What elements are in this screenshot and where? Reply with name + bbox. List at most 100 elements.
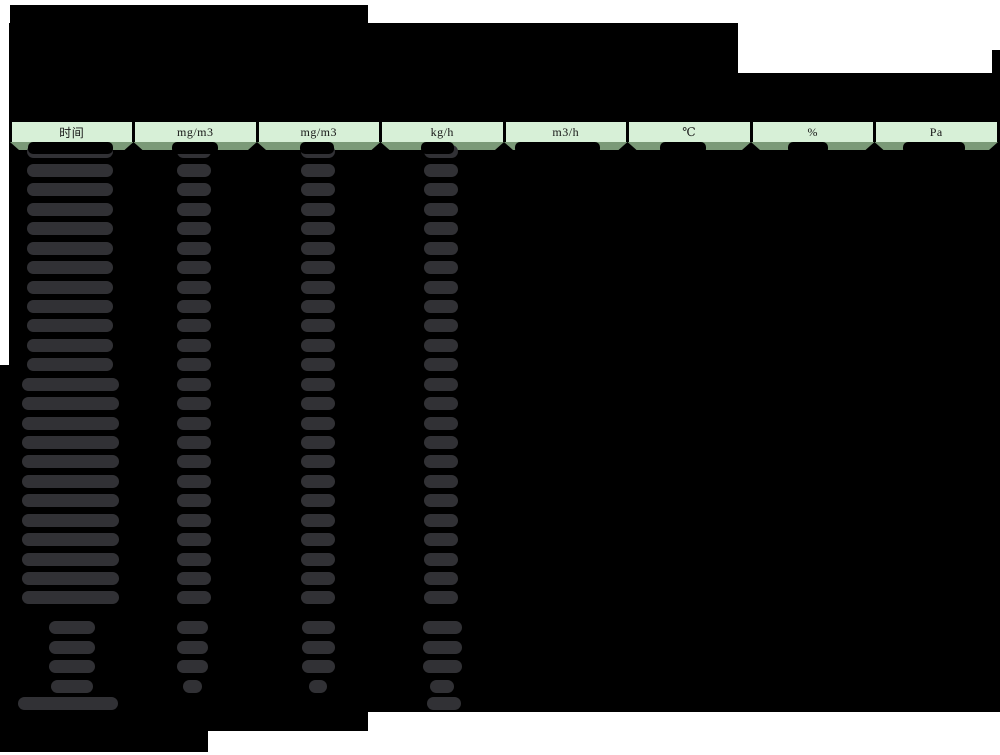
obscured-value [424,163,458,177]
obscured-timestamp [27,358,113,372]
obscured-value [177,241,211,255]
obscured-value [424,591,458,605]
obscured-value [424,474,458,488]
obscured-value [424,416,458,430]
obscured-value [177,416,211,430]
obscured-value [424,533,458,547]
header-cell-unit-celsius: ℃ [629,122,750,142]
obscured-value [424,494,458,508]
obscured-timestamp [27,222,113,236]
obscured-summary-label [48,640,95,654]
redacted-header-block [9,23,738,73]
header-cell-unit-percent: % [753,122,874,142]
header-cell-unit-mg-m3-b: mg/m3 [259,122,380,142]
obscured-value [177,552,211,566]
row1-value-silhouette [300,142,334,154]
row1-value-silhouette [421,142,454,154]
obscured-value [300,261,335,275]
obscured-value [424,202,458,216]
row1-value-silhouette [28,142,113,154]
obscured-value [177,474,211,488]
obscured-timestamp [21,474,119,488]
header-label: mg/m3 [300,124,337,139]
header-cell-unit-mg-m3-a: mg/m3 [135,122,256,142]
obscured-timestamp [27,299,113,313]
obscured-value [300,591,335,605]
obscured-summary-value [422,640,462,654]
obscured-timestamp [21,416,119,430]
obscured-summary-value [301,640,335,654]
obscured-timestamp [27,319,113,333]
header-cell-unit-kg-h: kg/h [382,122,503,142]
obscured-timestamp [21,552,119,566]
header-label: kg/h [430,124,454,139]
header-cell-unit-m3-h: m3/h [506,122,627,142]
obscured-value [300,494,335,508]
obscured-value [177,202,211,216]
obscured-value [300,222,335,236]
obscured-timestamp [21,571,119,585]
obscured-value [300,280,335,294]
obscured-value [424,435,458,449]
obscured-timestamp [21,494,119,508]
obscured-value [424,261,458,275]
obscured-value [177,358,211,372]
obscured-value [424,513,458,527]
obscured-value [177,261,211,275]
obscured-summary-value [176,640,208,654]
obscured-value [177,494,211,508]
obscured-value [424,241,458,255]
obscured-value [424,397,458,411]
obscured-value [300,397,335,411]
obscured-value [177,338,211,352]
left-margin-fill [0,365,9,712]
obscured-summary-value [176,660,208,673]
header-cell-time: 时间 [12,122,133,142]
obscured-timestamp [21,377,119,391]
obscured-summary-value [309,679,327,693]
obscured-value [177,222,211,236]
obscured-value [424,319,458,333]
obscured-value [424,338,458,352]
obscured-value [177,163,211,177]
obscured-value [300,571,335,585]
obscured-value [300,552,335,566]
header-cell-unit-pa: Pa [876,122,997,142]
obscured-total-value [427,696,461,710]
obscured-value [424,222,458,236]
header-label: % [807,124,818,139]
obscured-value [177,299,211,313]
header-label: Pa [929,124,943,139]
obscured-timestamp [27,280,113,294]
header-label: mg/m3 [176,124,214,139]
obscured-value [300,163,335,177]
obscured-value [424,280,458,294]
obscured-value [177,435,211,449]
header-label: 时间 [59,125,85,140]
obscured-value [300,202,335,216]
obscured-summary-label [48,620,95,634]
obscured-summary-value [301,660,335,673]
obscured-summary-value [422,660,462,673]
row1-value-silhouette [660,142,706,154]
obscured-summary-value [301,620,335,634]
obscured-value [300,416,335,430]
obscured-summary-value [422,620,462,634]
row1-value-silhouette [515,142,600,154]
obscured-timestamp [21,513,119,527]
obscured-timestamp [21,591,119,605]
obscured-value [177,377,211,391]
redacted-title-band [10,5,368,23]
obscured-value [177,280,211,294]
obscured-value [424,358,458,372]
redacted-subheader-block [9,73,1000,120]
obscured-summary-label [48,660,95,673]
obscured-value [424,552,458,566]
obscured-value [300,299,335,313]
obscured-value [177,397,211,411]
obscured-value [300,183,335,197]
table-background [9,120,1000,712]
header-label: ℃ [682,124,697,139]
obscured-value [300,533,335,547]
